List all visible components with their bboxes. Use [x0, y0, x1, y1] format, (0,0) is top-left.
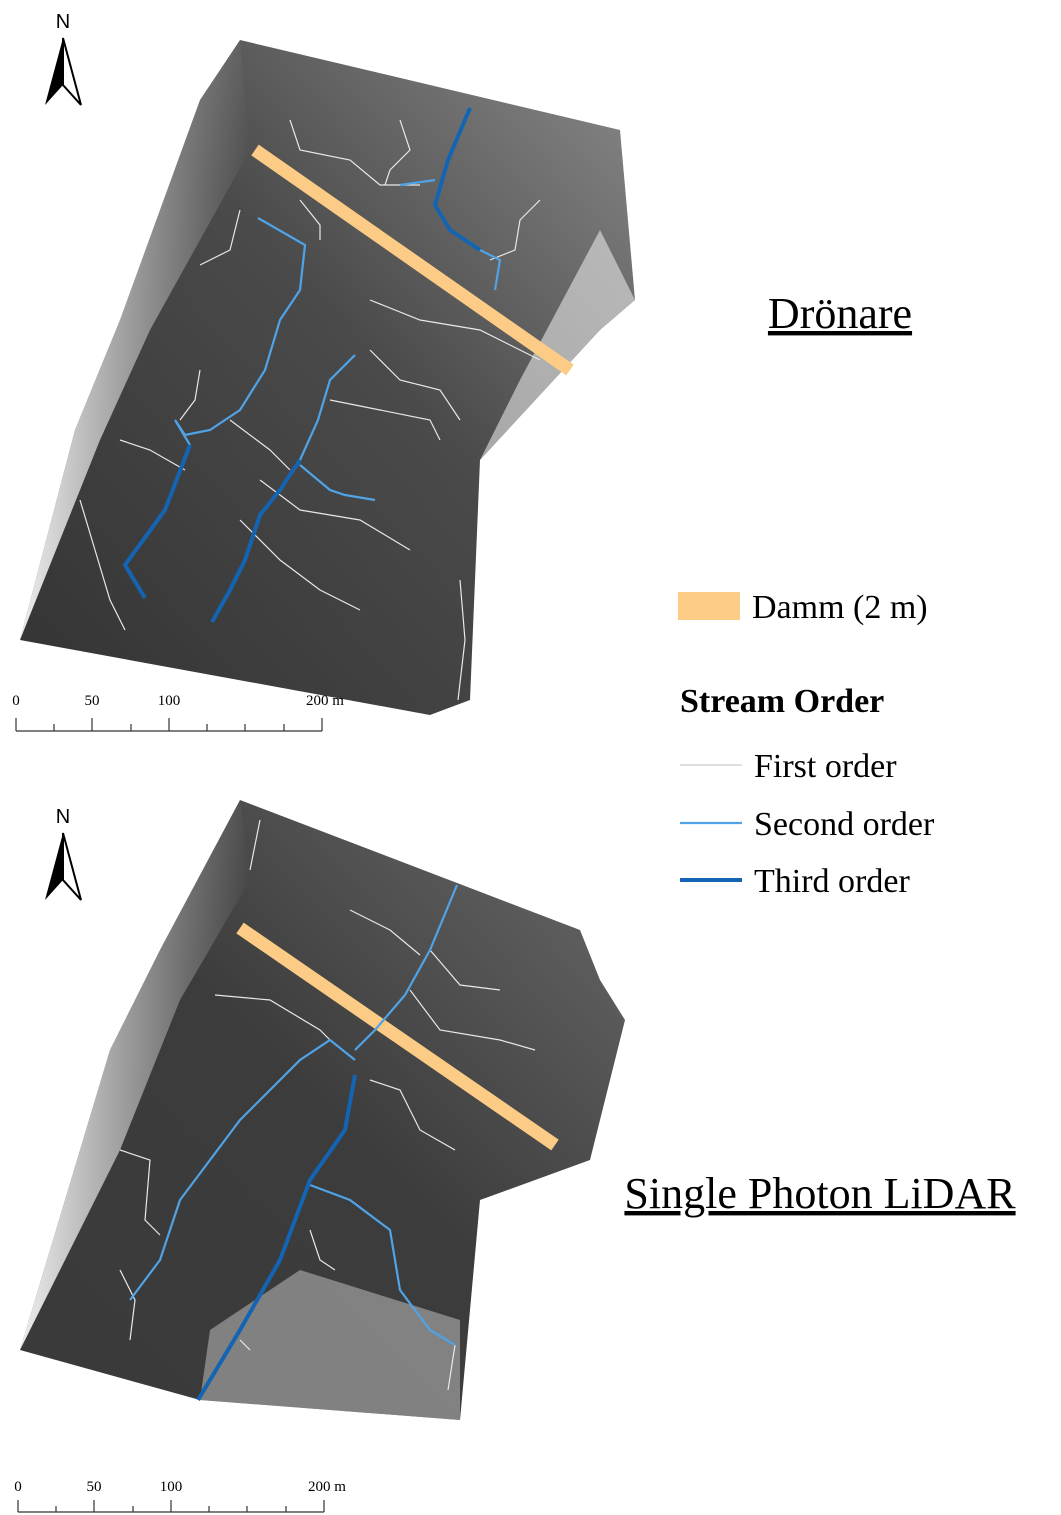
- arrow: [45, 833, 63, 900]
- scale-label: 200 m: [308, 1479, 346, 1495]
- scale-bar: 0 50 100 200 m: [12, 693, 344, 731]
- scale-label: 0: [12, 693, 20, 709]
- north-label: N: [56, 11, 70, 33]
- scale-label: 50: [85, 693, 100, 709]
- scale-label: 200 m: [306, 693, 344, 709]
- scale-label: 100: [160, 1479, 183, 1495]
- map-title: Single Photon LiDAR: [624, 1169, 1016, 1218]
- scale-label: 100: [158, 693, 181, 709]
- arrow: [63, 833, 81, 900]
- legend-dam-label: Damm (2 m): [752, 589, 928, 626]
- map-figure: N 0 50 100 200 m Drönare: [0, 0, 1061, 1515]
- scale-label: 0: [14, 1479, 22, 1495]
- legend-label: First order: [754, 748, 897, 785]
- scale-bar: 0 50 100 200 m: [14, 1479, 346, 1512]
- legend-label: Third order: [754, 863, 910, 900]
- legend-dam-swatch: [678, 592, 740, 620]
- legend: Damm (2 m) Stream Order First order Seco…: [678, 589, 935, 900]
- north-label: N: [56, 806, 70, 828]
- north-arrow: N: [45, 11, 81, 105]
- map-lidar: [20, 800, 625, 1420]
- north-arrow: N: [45, 806, 81, 900]
- map-drone: [20, 40, 635, 715]
- scale-label: 50: [87, 1479, 102, 1495]
- map-title: Drönare: [768, 289, 912, 338]
- legend-label: Second order: [754, 806, 935, 843]
- legend-title: Stream Order: [680, 683, 884, 720]
- arrow: [45, 38, 63, 105]
- arrow: [63, 38, 81, 105]
